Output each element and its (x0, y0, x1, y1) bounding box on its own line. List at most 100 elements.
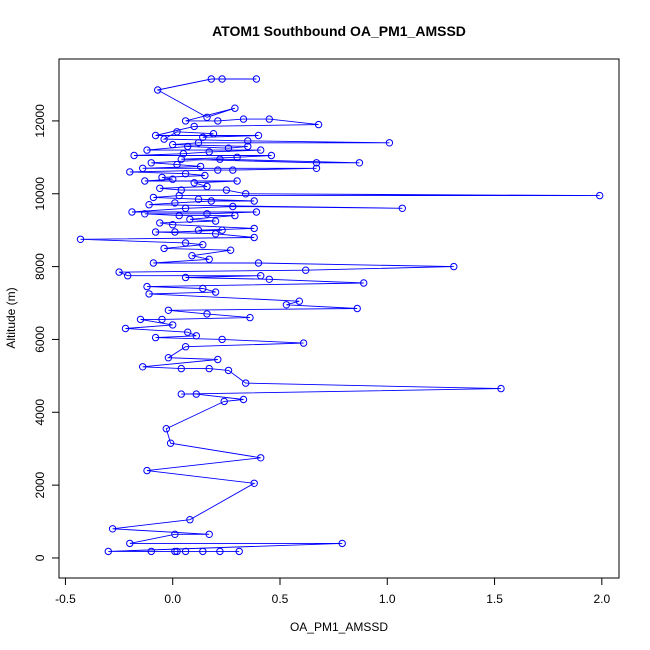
data-point (128, 208, 136, 216)
data-point (162, 425, 171, 433)
data-point (164, 306, 173, 314)
data-point (160, 244, 168, 253)
data-point (151, 131, 160, 140)
data-point (233, 177, 241, 185)
data-point (207, 75, 216, 83)
data-point (235, 547, 243, 556)
data-point (360, 279, 368, 287)
data-point (149, 193, 158, 202)
data-point (257, 146, 265, 154)
data-point (145, 201, 153, 209)
data-point (171, 547, 179, 556)
data-point (156, 219, 164, 227)
data-point (181, 204, 190, 213)
data-point (136, 315, 145, 324)
data-point (143, 466, 151, 475)
data-point (199, 547, 207, 556)
data-point (312, 159, 321, 167)
data-point (231, 211, 239, 220)
data-point (143, 282, 151, 291)
data-point (186, 516, 194, 524)
data-point (220, 397, 228, 406)
data-point (254, 131, 263, 140)
data-point (177, 155, 186, 163)
data-point (141, 177, 149, 185)
series-line (80, 78, 600, 552)
data-point (203, 210, 211, 218)
data-point (184, 328, 192, 336)
data-point (121, 324, 130, 333)
data-point (302, 266, 310, 274)
data-point (282, 301, 291, 309)
data-point (124, 272, 132, 280)
data-point (214, 117, 222, 125)
data-point (257, 454, 265, 462)
data-point (450, 262, 458, 271)
data-point (244, 137, 252, 145)
data-point (265, 115, 273, 123)
data-point (214, 166, 222, 174)
data-point (222, 186, 231, 194)
data-point (205, 364, 213, 373)
data-point (199, 133, 207, 142)
data-point (160, 135, 168, 143)
data-point (267, 151, 276, 160)
data-point (126, 539, 134, 548)
data-point (312, 164, 321, 173)
data-point (224, 144, 233, 152)
data-point (229, 166, 237, 174)
data-point (497, 384, 505, 393)
data-point (173, 547, 181, 556)
data-point (218, 75, 226, 83)
data-point (175, 211, 183, 220)
data-point (203, 182, 211, 191)
data-point (211, 230, 220, 238)
data-point (231, 104, 239, 112)
data-point (171, 530, 179, 538)
data-point (181, 170, 190, 178)
data-point (250, 479, 258, 487)
y-axis: 0 2000 4000 6000 8000 10000 12000 (33, 104, 60, 561)
data-point (239, 395, 248, 404)
data-point (175, 191, 183, 200)
data-point (192, 332, 201, 340)
data-point (190, 179, 198, 187)
data-point (145, 290, 153, 298)
data-point (246, 313, 254, 322)
plot-frame (58, 58, 620, 579)
data-point (169, 321, 177, 329)
data-point (224, 366, 233, 375)
y-axis-label: Altitude (m) (4, 287, 18, 348)
data-point (166, 439, 175, 447)
data-point (169, 221, 177, 229)
data-point (141, 210, 149, 218)
data-point (203, 113, 211, 122)
data-point (205, 148, 213, 156)
x-tick-label: 0.0 (164, 592, 181, 606)
data-point (158, 173, 166, 182)
data-point (295, 297, 303, 305)
data-point (252, 75, 261, 83)
data-point (126, 168, 134, 176)
data-point (156, 184, 164, 193)
data-point (250, 224, 258, 233)
data-point (115, 268, 123, 276)
data-point (353, 304, 361, 313)
data-point (184, 142, 192, 151)
series-layer (76, 75, 604, 556)
data-point (181, 343, 190, 351)
data-point (242, 379, 250, 387)
data-point (130, 151, 138, 160)
data-point (201, 171, 209, 180)
data-point (199, 241, 207, 249)
data-point (181, 239, 190, 247)
data-point (257, 272, 265, 280)
data-point (158, 315, 166, 324)
data-point (233, 153, 241, 162)
data-point (173, 160, 181, 169)
data-point (196, 162, 205, 171)
x-tick-label: 2.0 (593, 592, 610, 606)
data-point (147, 547, 156, 556)
data-point (147, 159, 156, 167)
data-point (216, 155, 224, 163)
